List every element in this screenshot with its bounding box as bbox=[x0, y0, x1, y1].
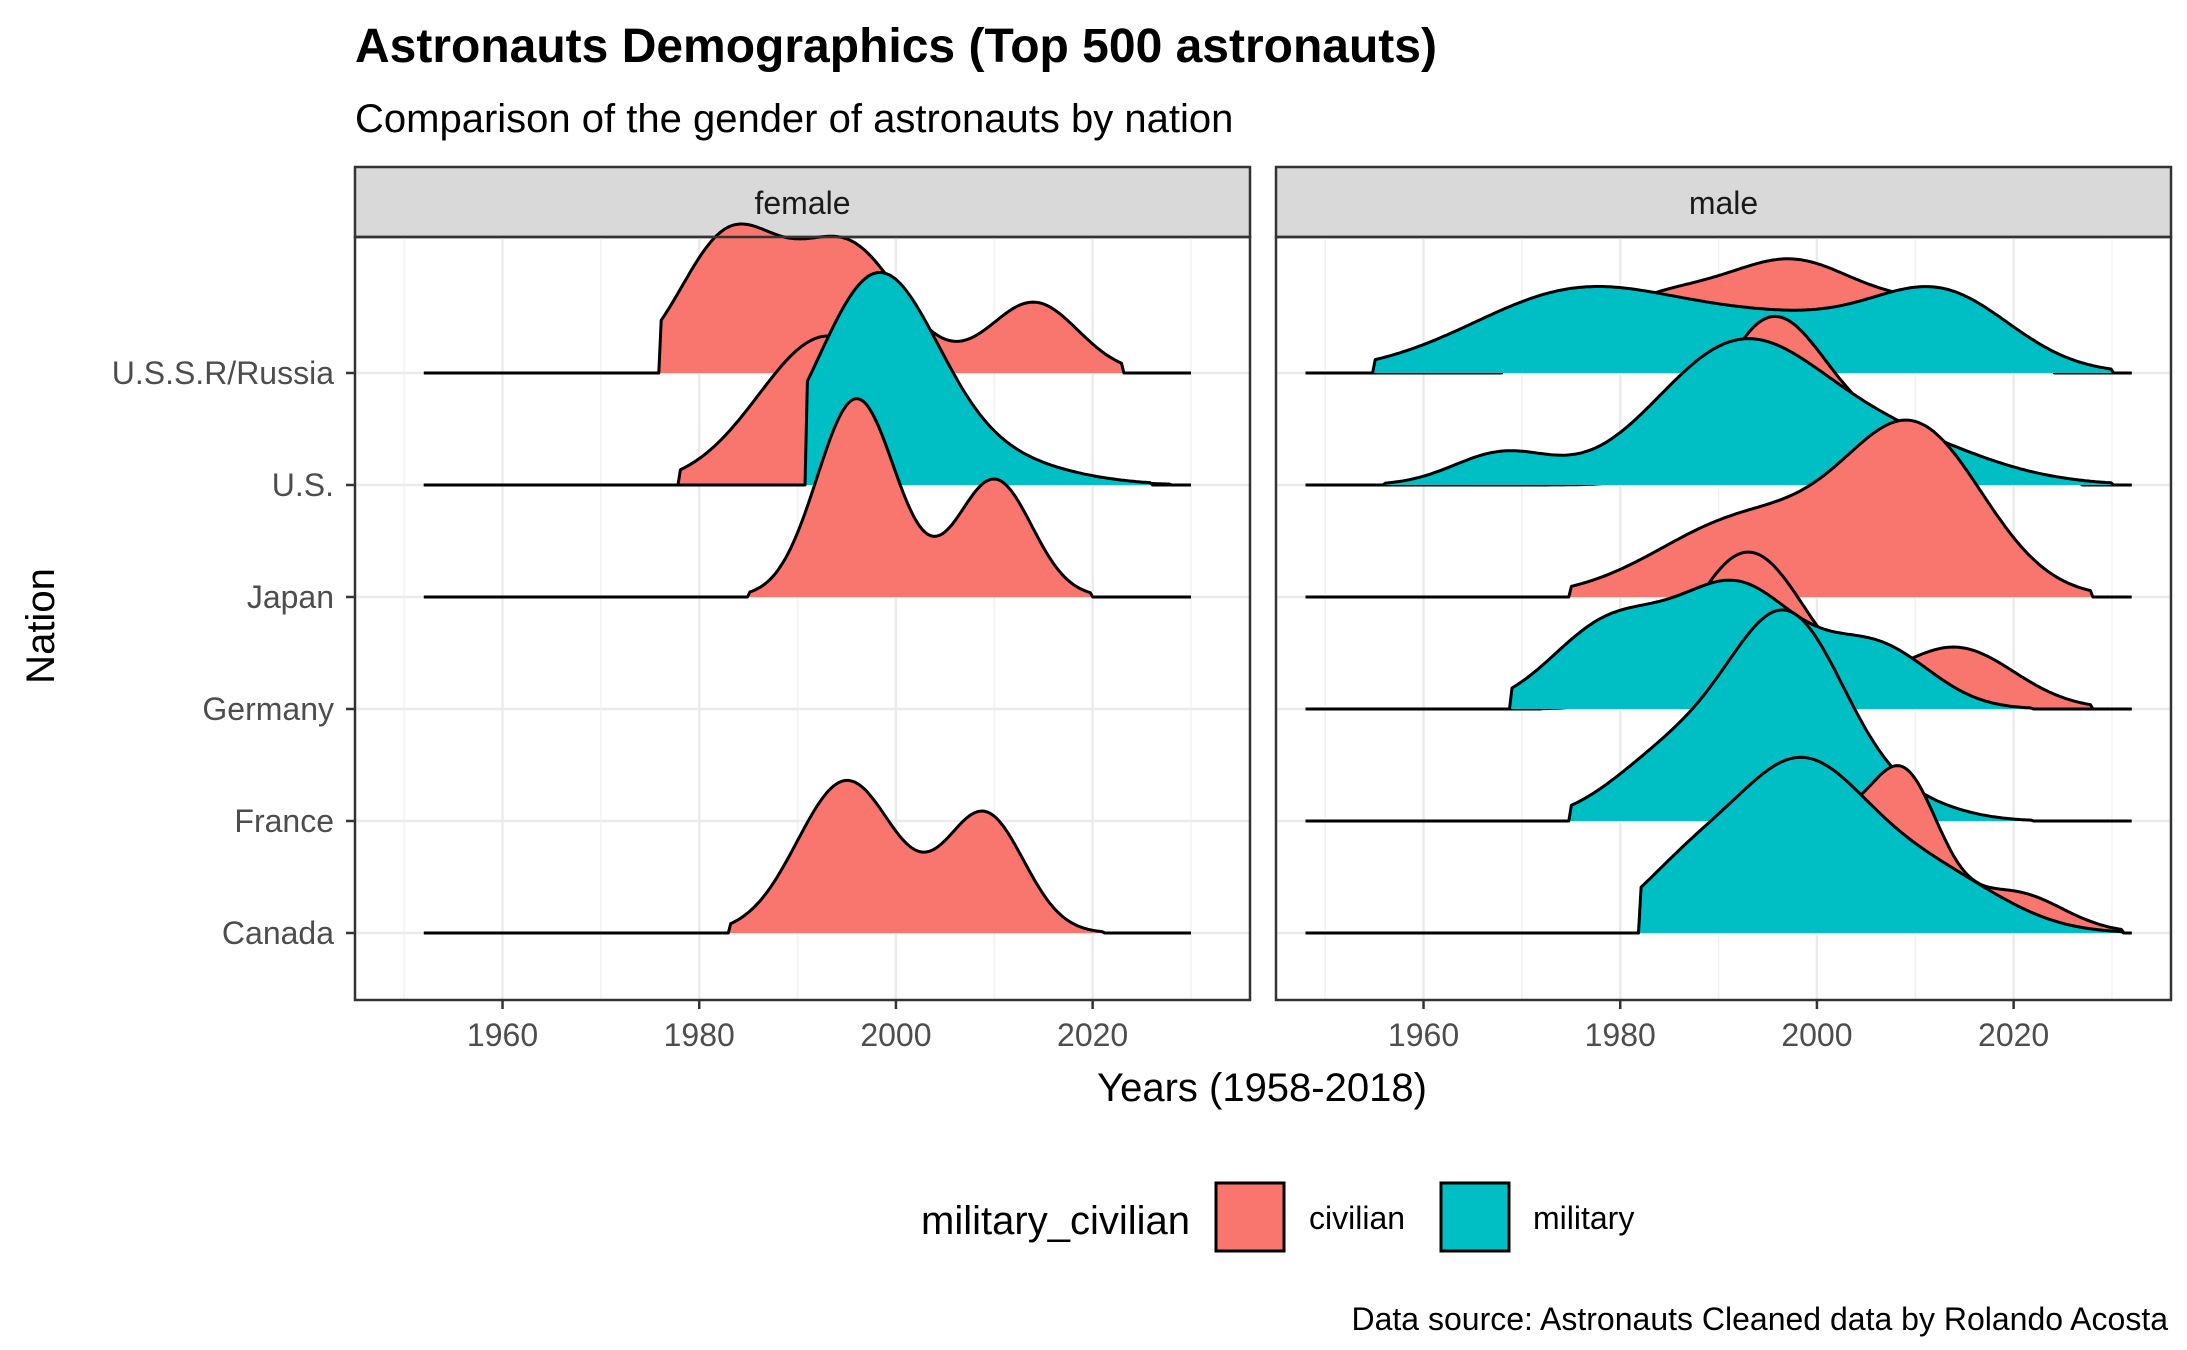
ridge-japan bbox=[1305, 418, 2132, 599]
facet-strip bbox=[353, 165, 1252, 239]
facet-strip bbox=[1274, 165, 2173, 239]
density-area-civilian bbox=[423, 780, 1191, 933]
density-area-military bbox=[1305, 610, 2132, 821]
density-line-military bbox=[1305, 578, 2132, 711]
ridge-germany bbox=[1305, 550, 2132, 711]
facet-female: female 1960 1980 2000 2020 bbox=[353, 165, 1252, 1053]
x-tick-label: 1980 bbox=[664, 1017, 735, 1053]
facet-strip-label: male bbox=[1689, 185, 1758, 221]
facet-male: male 1960 1980 2000 2020 bbox=[1274, 165, 2173, 1053]
density-line-military bbox=[1305, 337, 2132, 487]
x-tick-label: 2000 bbox=[860, 1017, 931, 1053]
x-tick-label: 2000 bbox=[1781, 1017, 1852, 1053]
chart-caption: Data source: Astronauts Cleaned data by … bbox=[1351, 1301, 2168, 1337]
y-tick-label: Japan bbox=[247, 579, 334, 615]
ridge-u-s-s-r-russia bbox=[1305, 257, 2132, 375]
y-tick-label: Canada bbox=[222, 915, 334, 951]
x-tick-label: 1960 bbox=[1388, 1017, 1459, 1053]
legend-label-civilian: civilian bbox=[1309, 1200, 1405, 1236]
density-line-civilian bbox=[423, 778, 1191, 935]
chart-subtitle: Comparison of the gender of astronauts b… bbox=[355, 97, 1233, 141]
density-area-military bbox=[1305, 757, 2132, 933]
density-area-military bbox=[1305, 580, 2132, 709]
density-line-civilian bbox=[1305, 418, 2132, 599]
ridge-canada bbox=[1305, 755, 2132, 935]
y-tick-label: U.S. bbox=[272, 467, 334, 503]
ridge-france bbox=[1305, 608, 2132, 823]
panel-border bbox=[1274, 235, 2173, 1002]
density-line-civilian bbox=[423, 397, 1191, 599]
legend: military_civilian civilian military bbox=[921, 1181, 1634, 1253]
ridges bbox=[423, 222, 1191, 935]
y-axis-title: Nation bbox=[19, 568, 63, 684]
chart-title: Astronauts Demographics (Top 500 astrona… bbox=[355, 20, 1437, 73]
x-tick-label: 2020 bbox=[1978, 1017, 2049, 1053]
legend-key-civilian bbox=[1214, 1181, 1286, 1253]
density-line-military bbox=[423, 271, 1191, 487]
density-area-civilian bbox=[423, 398, 1191, 597]
x-axis-title: Years (1958-2018) bbox=[1097, 1066, 1427, 1110]
y-tick-label: U.S.S.R/Russia bbox=[112, 355, 334, 391]
ridges bbox=[1305, 257, 2132, 935]
legend-title: military_civilian bbox=[921, 1199, 1190, 1243]
y-tick-label: France bbox=[234, 803, 334, 839]
density-area-civilian bbox=[1305, 420, 2132, 597]
legend-key-military bbox=[1439, 1181, 1511, 1253]
ridge-canada bbox=[423, 778, 1191, 935]
density-area-military bbox=[1305, 286, 2132, 373]
facet-strip-label: female bbox=[754, 185, 850, 221]
density-line-military bbox=[1305, 285, 2132, 375]
density-line-military bbox=[1305, 755, 2132, 935]
x-axis: 1960 1980 2000 2020 bbox=[1388, 1000, 2049, 1053]
x-tick-label: 2020 bbox=[1057, 1017, 1128, 1053]
panel-border bbox=[353, 235, 1252, 1002]
ridge-u-s bbox=[423, 271, 1191, 487]
y-tick-label: Germany bbox=[202, 691, 334, 727]
ridge-u-s-s-r-russia bbox=[423, 222, 1191, 375]
density-line-civilian bbox=[423, 222, 1191, 375]
ridge-japan bbox=[423, 397, 1191, 599]
legend-label-military: military bbox=[1533, 1200, 1634, 1236]
x-tick-label: 1980 bbox=[1585, 1017, 1656, 1053]
density-line-military bbox=[1305, 608, 2132, 823]
density-area-civilian bbox=[423, 224, 1191, 373]
x-tick-label: 1960 bbox=[467, 1017, 538, 1053]
x-axis: 1960 1980 2000 2020 bbox=[467, 1000, 1128, 1053]
y-axis-labels: U.S.S.R/Russia U.S. Japan Germany France Cana… bbox=[112, 355, 355, 951]
